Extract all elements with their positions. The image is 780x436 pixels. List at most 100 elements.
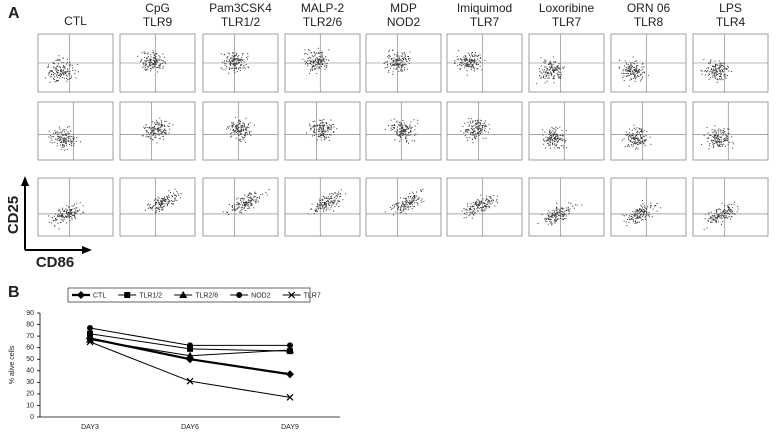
dot <box>474 55 476 57</box>
dot <box>144 127 146 129</box>
dot <box>549 138 551 140</box>
dot <box>247 66 249 68</box>
dot <box>655 205 657 207</box>
dot <box>56 71 57 73</box>
dot <box>471 128 473 130</box>
dot <box>542 134 544 136</box>
dot <box>63 144 65 146</box>
dot <box>332 193 334 195</box>
dot <box>59 140 61 142</box>
dot <box>454 63 456 64</box>
dot <box>159 67 161 69</box>
dot <box>401 58 403 60</box>
dot <box>146 134 148 136</box>
dot <box>557 208 559 210</box>
dot <box>721 202 723 204</box>
dot <box>463 132 465 134</box>
dot <box>57 80 59 81</box>
dot <box>249 200 251 202</box>
dot <box>629 79 631 81</box>
dot <box>469 120 471 122</box>
dot <box>250 134 252 136</box>
dot <box>306 132 307 134</box>
dot <box>161 130 163 132</box>
dot <box>476 200 478 202</box>
dot <box>636 147 638 149</box>
dot <box>241 126 243 128</box>
dot <box>157 71 158 73</box>
dot <box>547 213 549 215</box>
dot <box>230 128 232 130</box>
dot <box>320 127 322 129</box>
dot <box>334 192 336 194</box>
dot <box>158 55 160 57</box>
dot <box>627 64 629 66</box>
dot <box>315 53 317 55</box>
dot <box>66 141 68 143</box>
dot <box>414 199 416 201</box>
dot <box>413 196 415 197</box>
dot <box>322 210 324 212</box>
dot <box>414 205 415 207</box>
dot <box>405 213 407 215</box>
dot <box>634 61 636 62</box>
dot <box>559 208 561 210</box>
dot <box>403 131 405 132</box>
dot <box>459 58 461 60</box>
dot <box>403 132 405 134</box>
dot <box>323 135 325 137</box>
dot <box>229 64 231 65</box>
dot <box>260 194 262 195</box>
dot <box>454 62 456 64</box>
dot-plot <box>119 33 196 93</box>
dot <box>163 132 165 133</box>
dot <box>411 202 413 204</box>
dot <box>74 73 76 74</box>
dot <box>411 130 413 132</box>
dot <box>163 56 165 58</box>
dot <box>420 189 422 191</box>
dot <box>152 131 154 133</box>
dot <box>636 66 637 68</box>
dot <box>162 200 164 202</box>
dot <box>737 208 739 210</box>
dot <box>221 68 223 70</box>
dot <box>558 71 560 73</box>
dot <box>326 129 328 131</box>
dot <box>253 207 255 209</box>
dot <box>321 55 323 57</box>
dot <box>551 131 552 133</box>
dot <box>149 59 151 61</box>
dot <box>405 133 406 135</box>
dot <box>237 202 239 204</box>
dot <box>565 218 567 220</box>
column-label: Loxoribine <box>539 1 595 15</box>
dot <box>59 131 61 133</box>
dot <box>315 210 317 212</box>
dot <box>158 131 159 133</box>
dot <box>721 77 722 79</box>
dot <box>478 60 480 62</box>
dot <box>329 209 331 211</box>
dot <box>728 128 730 130</box>
dot <box>161 203 163 205</box>
dot <box>162 60 164 62</box>
dot <box>634 138 635 140</box>
dot <box>160 126 162 128</box>
dot <box>59 212 61 214</box>
dot <box>723 138 725 140</box>
dot <box>550 137 552 139</box>
dot <box>404 206 406 208</box>
dot <box>551 213 553 215</box>
dot <box>558 67 560 69</box>
dot <box>148 134 150 135</box>
dot <box>556 208 558 210</box>
dot <box>249 132 251 134</box>
dot <box>77 210 79 212</box>
dot <box>394 63 396 65</box>
dot <box>240 67 242 69</box>
dot <box>474 131 476 133</box>
dot <box>236 126 237 128</box>
dot <box>338 196 340 198</box>
dot <box>57 72 59 73</box>
